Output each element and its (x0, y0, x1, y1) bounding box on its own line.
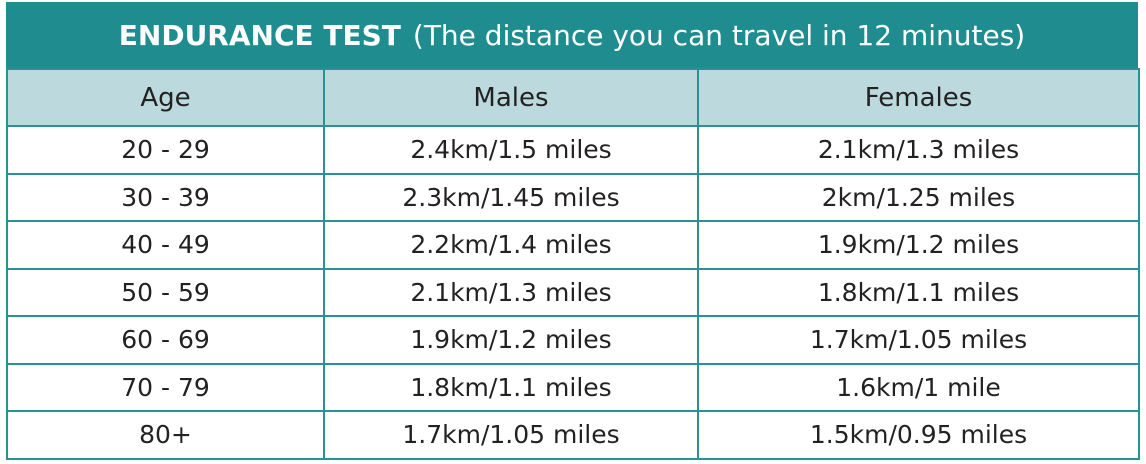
table-cell: 50 - 59 (6, 267, 325, 317)
table-cell: 40 - 49 (6, 220, 325, 270)
endurance-table: ENDURANCE TEST (The distance you can tra… (6, 2, 1140, 460)
table-row: 30 - 39 2.3km/1.45 miles 2km/1.25 miles (6, 172, 1140, 222)
table-cell: 1.6km/1 mile (697, 362, 1140, 412)
table-cell: 1.5km/0.95 miles (697, 410, 1140, 460)
table-cell: 20 - 29 (6, 125, 325, 175)
table-body: 20 - 29 2.4km/1.5 miles 2.1km/1.3 miles 30 … (6, 125, 1140, 460)
table-cell: 2.2km/1.4 miles (323, 220, 699, 270)
header-cell: Females (697, 68, 1140, 127)
table-row: 50 - 59 2.1km/1.3 miles 1.8km/1.1 miles (6, 267, 1140, 317)
table-cell: 1.8km/1.1 miles (323, 362, 699, 412)
table-row: 20 - 29 2.4km/1.5 miles 2.1km/1.3 miles (6, 125, 1140, 175)
header-cell: Males (323, 68, 699, 127)
table-cell: 2.1km/1.3 miles (323, 267, 699, 317)
table: Age Males Females 20 - 29 2.4km/1.5 miles 2.… (6, 68, 1140, 460)
table-cell: 70 - 79 (6, 362, 325, 412)
title-bar: ENDURANCE TEST (The distance you can tra… (6, 2, 1138, 68)
table-cell: 80+ (6, 410, 325, 460)
table-cell: 2.3km/1.45 miles (323, 172, 699, 222)
title-rest: (The distance you can travel in 12 minut… (412, 18, 1026, 52)
header-row: Age Males Females (6, 68, 1140, 127)
table-cell: 60 - 69 (6, 315, 325, 365)
table-row: 80+ 1.7km/1.05 miles 1.5km/0.95 miles (6, 410, 1140, 460)
table-row: 70 - 79 1.8km/1.1 miles 1.6km/1 mile (6, 362, 1140, 412)
table-row: 60 - 69 1.9km/1.2 miles 1.7km/1.05 miles (6, 315, 1140, 365)
table-cell: 1.9km/1.2 miles (697, 220, 1140, 270)
table-cell: 1.8km/1.1 miles (697, 267, 1140, 317)
table-cell: 2km/1.25 miles (697, 172, 1140, 222)
table-cell: 1.7km/1.05 miles (697, 315, 1140, 365)
table-cell: 2.4km/1.5 miles (323, 125, 699, 175)
table-cell: 2.1km/1.3 miles (697, 125, 1140, 175)
header-cell: Age (6, 68, 325, 127)
table-row: 40 - 49 2.2km/1.4 miles 1.9km/1.2 miles (6, 220, 1140, 270)
table-cell: 30 - 39 (6, 172, 325, 222)
table-cell: 1.9km/1.2 miles (323, 315, 699, 365)
table-cell: 1.7km/1.05 miles (323, 410, 699, 460)
title-bold: ENDURANCE TEST (118, 18, 401, 52)
